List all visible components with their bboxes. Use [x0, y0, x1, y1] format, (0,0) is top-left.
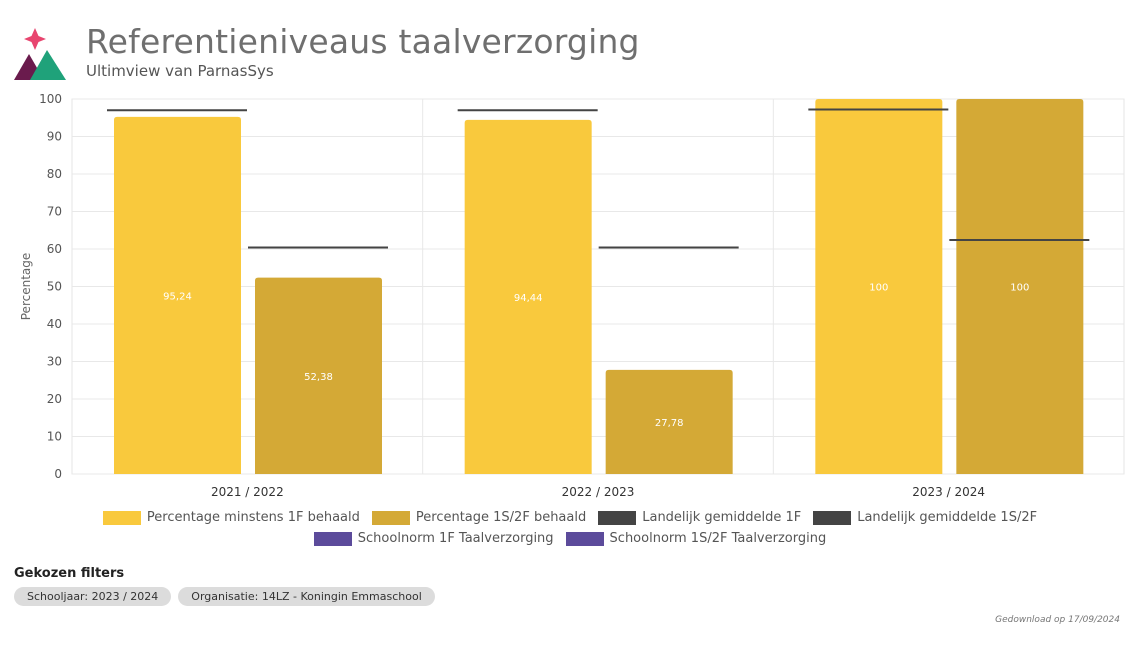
chart-legend: Percentage minstens 1F behaald Percentage…: [0, 510, 1140, 546]
legend-swatch: [313, 531, 352, 546]
legend-label: Landelijk gemiddelde 1F: [642, 510, 802, 525]
legend-item[interactable]: Landelijk gemiddelde 1F: [598, 510, 801, 525]
y-tick-label: 80: [47, 167, 62, 181]
y-tick-label: 30: [47, 355, 62, 369]
legend-swatch: [598, 510, 637, 525]
legend-label: Schoolnorm 1F Taalverzorging: [357, 531, 554, 546]
download-date: Gedownload op 17/09/2024: [995, 615, 1120, 625]
legend-label: Schoolnorm 1S/2F Taalverzorging: [609, 531, 827, 546]
y-tick-label: 0: [54, 467, 62, 481]
data-label: 52,38: [304, 372, 333, 383]
y-tick-label: 40: [47, 317, 62, 331]
legend-item[interactable]: Schoolnorm 1S/2F Taalverzorging: [565, 531, 827, 546]
y-tick-label: 100: [39, 92, 62, 106]
legend-swatch: [102, 510, 141, 525]
filter-chip-schooljaar[interactable]: Schooljaar: 2023 / 2024: [14, 587, 172, 606]
legend-label: Landelijk gemiddelde 1S/2F: [857, 510, 1038, 525]
legend-item[interactable]: Landelijk gemiddelde 1S/2F: [813, 510, 1037, 525]
bar-1s2f-2: [956, 99, 1084, 474]
bar-chart: 0 10 20 30 40 50 60 70 80 90 100 Percentage 95,24 52,…: [19, 92, 1125, 499]
data-label: 94,44: [514, 293, 543, 304]
y-tick-label: 10: [47, 430, 62, 444]
filters-title: Gekozen filters: [14, 566, 125, 581]
x-tick-label: 2023 / 2024: [912, 485, 985, 499]
y-tick-label: 90: [47, 130, 62, 144]
bar-1f-2: [815, 99, 943, 474]
legend-swatch: [813, 510, 852, 525]
x-tick-label: 2021 / 2022: [211, 485, 284, 499]
legend-swatch: [565, 531, 604, 546]
data-label: 100: [1010, 283, 1029, 294]
legend-item[interactable]: Percentage minstens 1F behaald: [102, 510, 360, 525]
legend-item[interactable]: Percentage 1S/2F behaald: [371, 510, 587, 525]
legend-swatch: [371, 510, 410, 525]
y-axis-title: Percentage: [19, 253, 33, 321]
y-tick-label: 60: [47, 242, 62, 256]
legend-item[interactable]: Schoolnorm 1F Taalverzorging: [313, 531, 554, 546]
filter-chips: Schooljaar: 2023 / 2024 Organisatie: 14L…: [14, 587, 442, 606]
legend-label: Percentage minstens 1F behaald: [146, 510, 360, 525]
y-tick-label: 20: [47, 392, 62, 406]
data-label: 100: [869, 283, 888, 294]
data-label: 27,78: [655, 418, 684, 429]
legend-label: Percentage 1S/2F behaald: [415, 510, 587, 525]
page-title: Referentieniveaus taalverzorging: [86, 22, 640, 61]
data-label: 95,24: [163, 291, 192, 302]
y-tick-label: 50: [47, 280, 62, 294]
page-subtitle: Ultimview van ParnasSys: [86, 62, 274, 80]
bar-1f-0: [114, 116, 241, 474]
filter-chip-organisatie[interactable]: Organisatie: 14LZ - Koningin Emmaschool: [178, 587, 435, 606]
bar-1f-1: [464, 119, 592, 474]
bar-1s2f-1: [605, 369, 733, 474]
y-tick-label: 70: [47, 205, 62, 219]
parnassys-logo-icon: [14, 28, 66, 80]
bar-1s2f-0: [255, 277, 382, 474]
x-tick-label: 2022 / 2023: [562, 485, 635, 499]
